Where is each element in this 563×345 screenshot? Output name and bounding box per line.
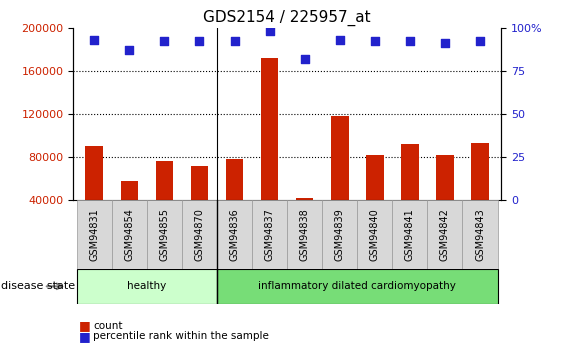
- FancyBboxPatch shape: [252, 200, 287, 269]
- Text: GSM94838: GSM94838: [300, 208, 310, 261]
- Point: [160, 39, 169, 44]
- Point: [90, 37, 99, 42]
- Text: healthy: healthy: [127, 282, 167, 291]
- FancyBboxPatch shape: [358, 200, 392, 269]
- Text: ■: ■: [79, 330, 91, 343]
- Text: GSM94831: GSM94831: [89, 208, 99, 261]
- Text: GSM94843: GSM94843: [475, 208, 485, 261]
- FancyBboxPatch shape: [77, 200, 112, 269]
- FancyBboxPatch shape: [217, 269, 498, 304]
- Text: ■: ■: [79, 319, 91, 333]
- Bar: [331, 116, 348, 243]
- Point: [300, 56, 309, 61]
- Point: [125, 47, 134, 53]
- Text: GSM94842: GSM94842: [440, 208, 450, 261]
- Text: GSM94870: GSM94870: [194, 208, 204, 261]
- Point: [230, 39, 239, 44]
- FancyBboxPatch shape: [427, 200, 462, 269]
- Bar: [436, 155, 454, 243]
- Bar: [86, 146, 103, 243]
- FancyBboxPatch shape: [322, 200, 358, 269]
- Bar: [261, 58, 278, 243]
- Point: [335, 37, 344, 42]
- Bar: [120, 181, 138, 243]
- Text: GSM94836: GSM94836: [230, 208, 239, 261]
- FancyBboxPatch shape: [147, 200, 182, 269]
- Title: GDS2154 / 225957_at: GDS2154 / 225957_at: [203, 10, 371, 26]
- Text: GSM94839: GSM94839: [335, 208, 345, 261]
- Text: GSM94841: GSM94841: [405, 208, 415, 261]
- FancyBboxPatch shape: [287, 200, 322, 269]
- FancyBboxPatch shape: [77, 269, 217, 304]
- FancyBboxPatch shape: [182, 200, 217, 269]
- Bar: [366, 155, 383, 243]
- FancyBboxPatch shape: [112, 200, 147, 269]
- Bar: [471, 143, 489, 243]
- Bar: [226, 159, 243, 243]
- Bar: [401, 144, 419, 243]
- Point: [440, 40, 449, 46]
- Text: GSM94854: GSM94854: [124, 208, 135, 261]
- Text: count: count: [93, 321, 122, 331]
- Text: disease state: disease state: [1, 282, 75, 291]
- FancyBboxPatch shape: [217, 200, 252, 269]
- Point: [405, 39, 414, 44]
- Text: inflammatory dilated cardiomyopathy: inflammatory dilated cardiomyopathy: [258, 282, 456, 291]
- Point: [195, 39, 204, 44]
- Point: [476, 39, 485, 44]
- Bar: [296, 198, 314, 243]
- Bar: [191, 166, 208, 243]
- Bar: [155, 161, 173, 243]
- Text: GSM94840: GSM94840: [370, 208, 380, 261]
- FancyBboxPatch shape: [392, 200, 427, 269]
- Point: [265, 28, 274, 34]
- FancyBboxPatch shape: [462, 200, 498, 269]
- Text: GSM94855: GSM94855: [159, 208, 169, 261]
- Point: [370, 39, 379, 44]
- Text: percentile rank within the sample: percentile rank within the sample: [93, 332, 269, 341]
- Text: GSM94837: GSM94837: [265, 208, 275, 261]
